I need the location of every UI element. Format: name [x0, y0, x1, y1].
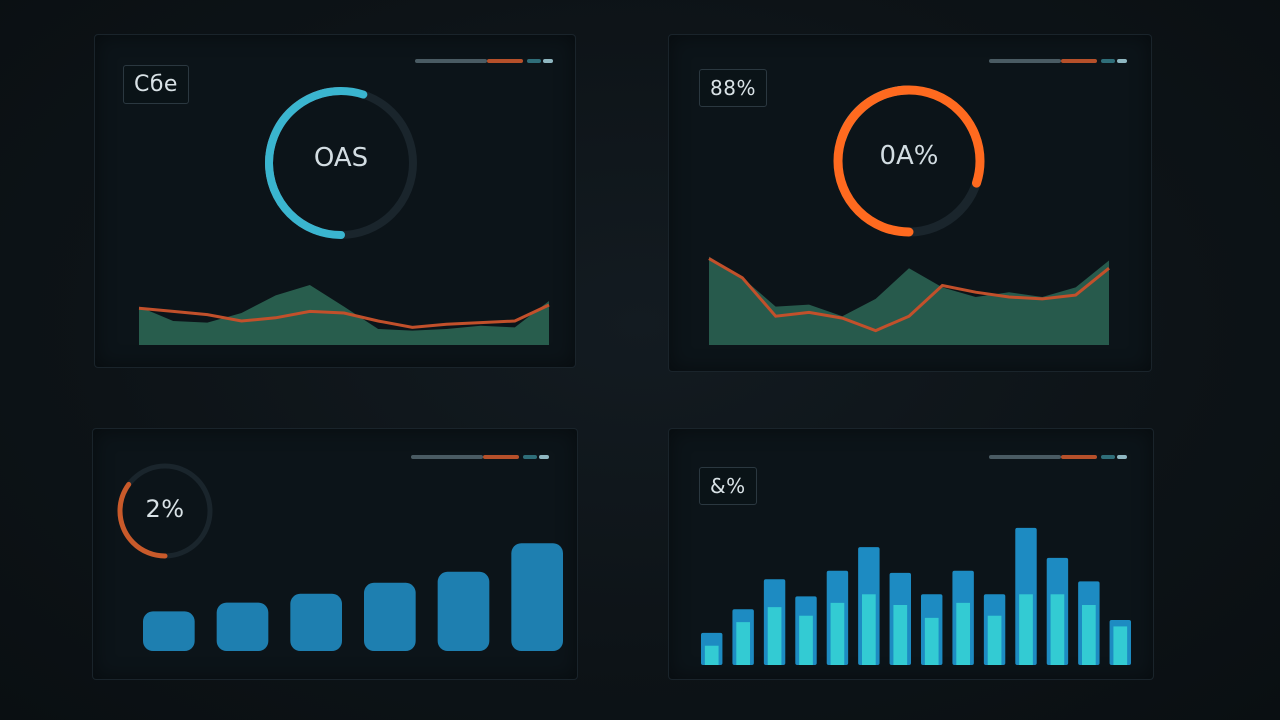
gauge-ring — [265, 87, 417, 239]
bar — [216, 602, 269, 651]
gauge-ring — [833, 85, 985, 237]
bar — [143, 611, 195, 651]
gauge-value: OAS — [313, 143, 369, 173]
bar-overlay — [1082, 605, 1096, 665]
panel-top-right: 88% 0A% — [668, 34, 1152, 372]
panel-bottom-right: &% — [668, 428, 1154, 680]
panel-label: &% — [699, 467, 757, 505]
bar — [364, 582, 416, 651]
panel-controls[interactable] — [411, 455, 551, 461]
bar-chart — [701, 527, 1131, 665]
gauge-ring — [117, 463, 213, 559]
gauge-primary-arc — [117, 463, 213, 559]
bar-overlay — [862, 594, 876, 665]
panel-bottom-left: 2% — [92, 428, 578, 680]
area-series-line — [138, 303, 550, 329]
bar-overlay — [830, 602, 845, 665]
bar-overlay — [1050, 594, 1065, 665]
bar-overlay — [893, 605, 908, 665]
bar — [511, 543, 563, 651]
bar-overlay — [956, 602, 970, 665]
panel-label: Cбe — [123, 65, 189, 104]
gauge-value: 0A% — [879, 141, 939, 171]
bar-chart — [143, 543, 563, 651]
bar-overlay — [924, 617, 939, 665]
bar-overlay — [987, 615, 1002, 665]
panel-controls[interactable] — [989, 59, 1129, 65]
bar-overlay — [1019, 594, 1033, 665]
gauge-value: 2% — [145, 495, 185, 523]
bar-overlay — [736, 622, 750, 665]
area-series-fill — [139, 285, 549, 345]
area-series-line — [708, 257, 1110, 333]
panel-label: 88% — [699, 69, 767, 107]
area-chart — [138, 285, 550, 345]
area-chart — [708, 256, 1110, 345]
panel-controls[interactable] — [989, 455, 1129, 461]
area-series-fill — [709, 256, 1109, 345]
bar-overlay — [1113, 626, 1128, 665]
bar-overlay — [767, 607, 782, 665]
bar — [290, 593, 342, 651]
bar — [437, 571, 490, 651]
bar-overlay — [799, 615, 813, 665]
bar-overlay — [704, 645, 719, 665]
gauge-primary-arc — [265, 87, 417, 239]
panel-top-left: Cбe OAS — [94, 34, 576, 368]
panel-controls[interactable] — [415, 59, 555, 65]
gauge-primary-arc — [833, 85, 985, 237]
